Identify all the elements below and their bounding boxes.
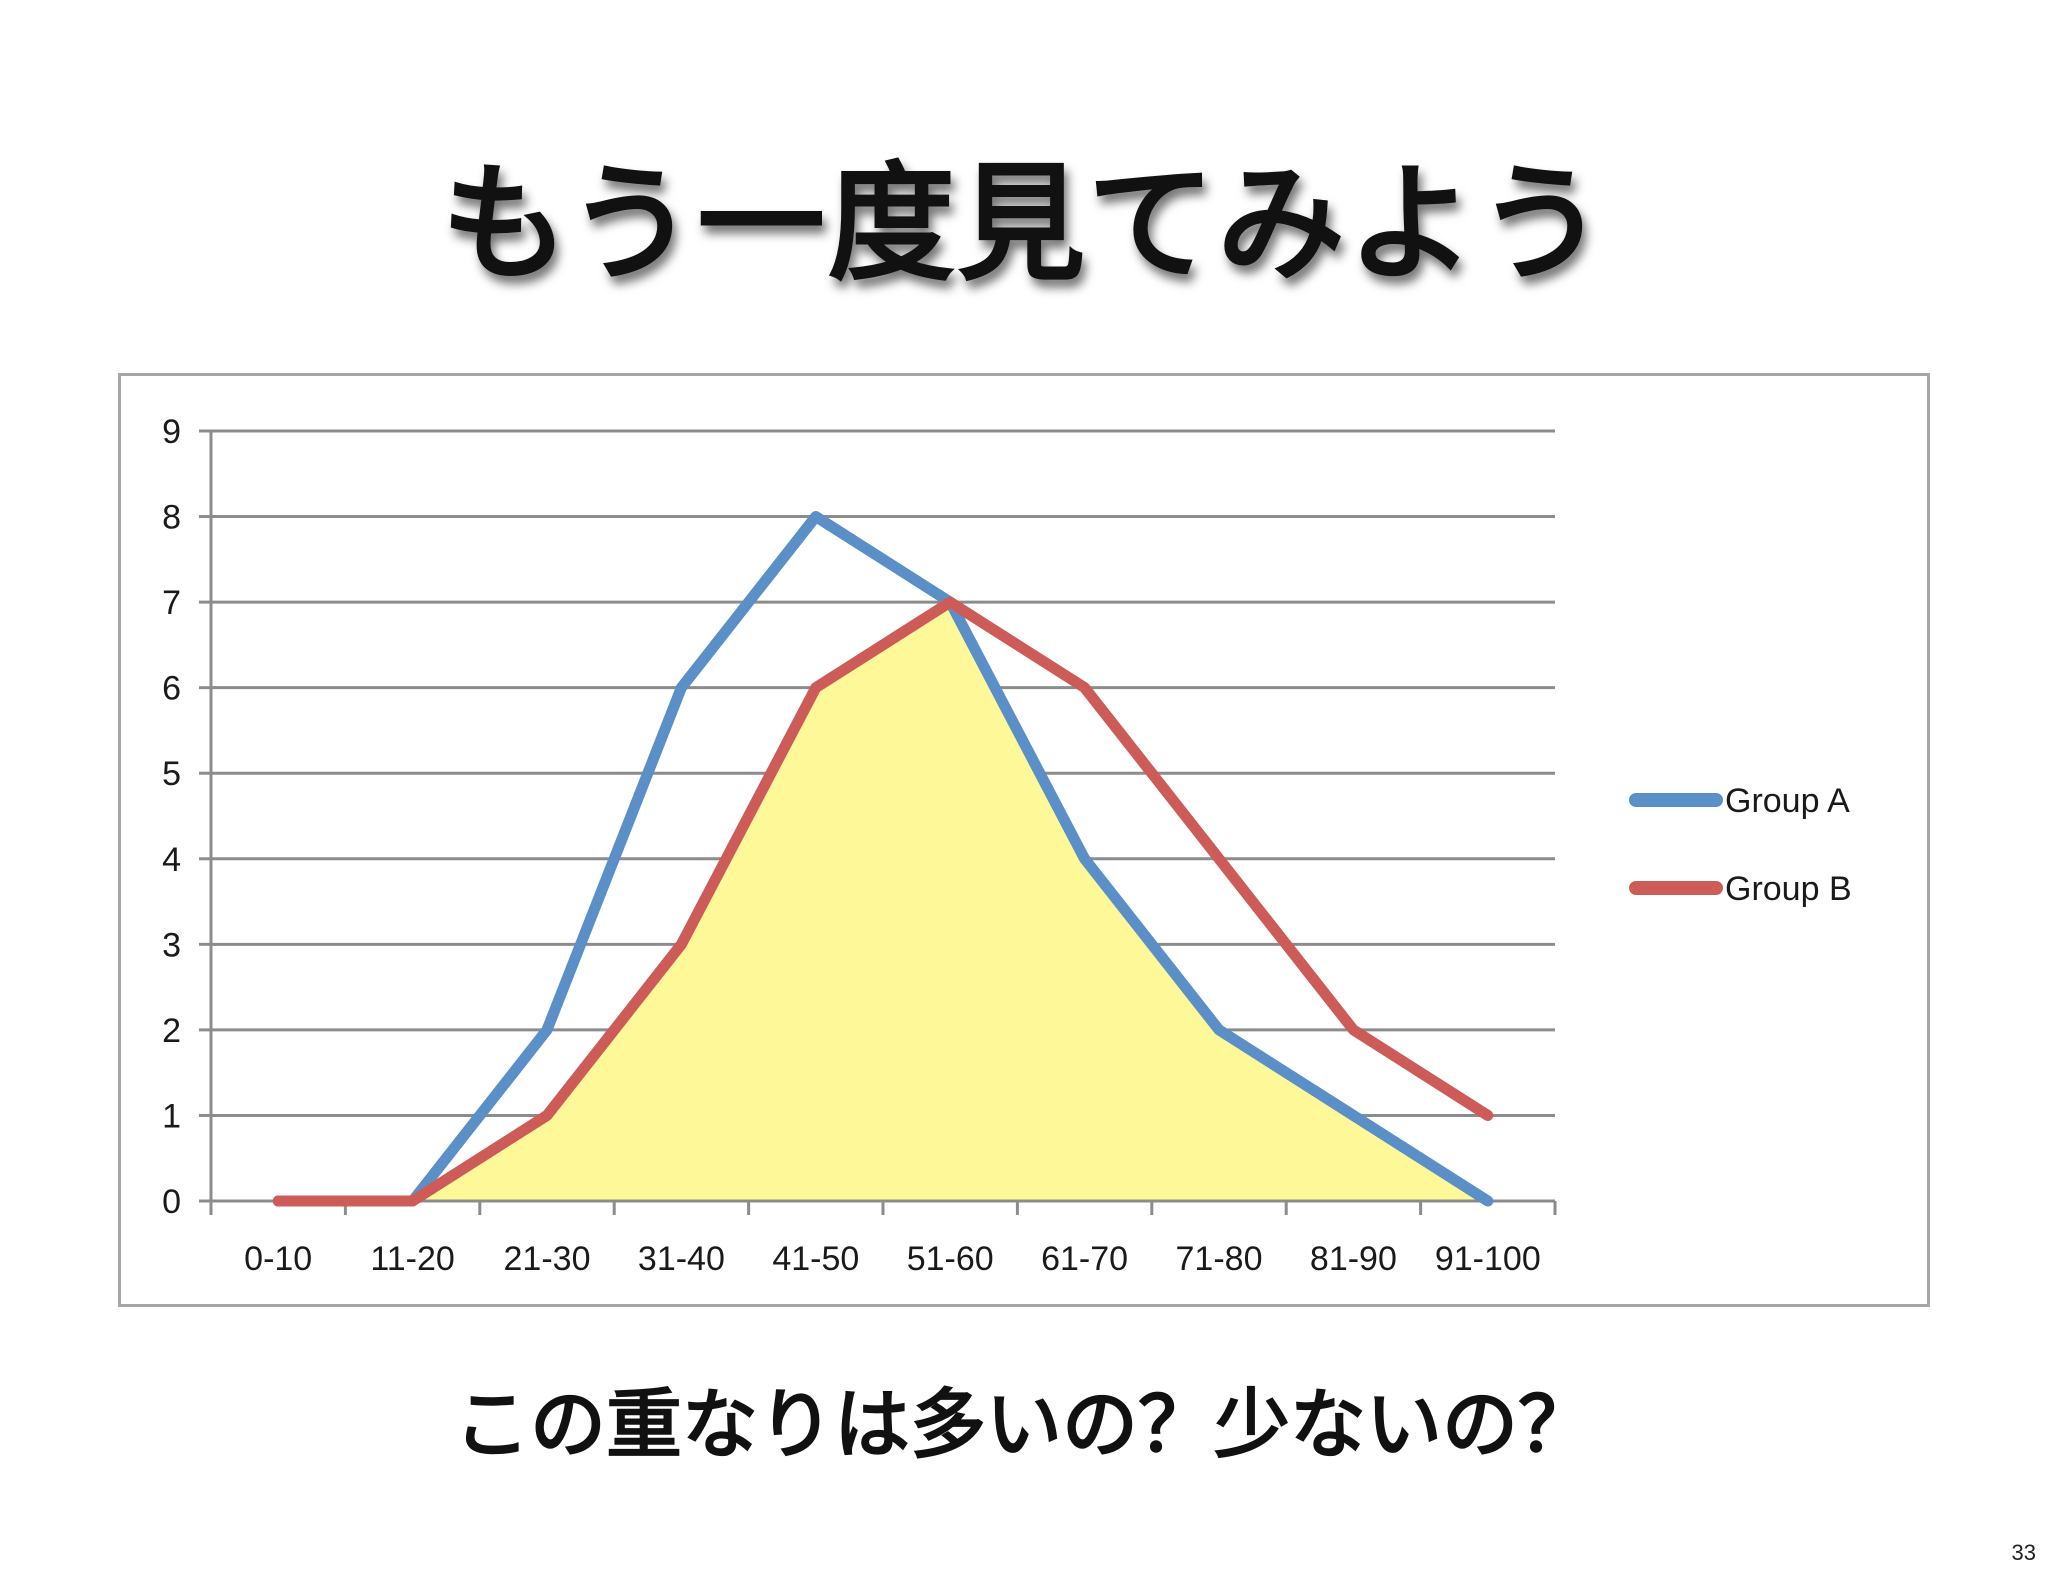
x-tick-label-6: 61-70	[1041, 1240, 1128, 1278]
overlap-fill	[278, 602, 1488, 1201]
line-chart: 0 1 2 3 4 5 6 7 8 9 0-10 11-20 21-30 31-40 41-50 51-60 6…	[162, 413, 1852, 1278]
x-tick-label-4: 41-50	[772, 1240, 859, 1278]
x-tick-label-5: 51-60	[907, 1240, 994, 1278]
x-tick-label-1: 11-20	[370, 1240, 454, 1278]
slide-title: もう一度見てみよう	[440, 150, 1608, 299]
x-tick-label-2: 21-30	[504, 1240, 591, 1278]
y-tick-label-5: 5	[162, 755, 181, 793]
legend-label-group-b: Group B	[1725, 870, 1852, 908]
x-tick-label-0: 0-10	[244, 1240, 312, 1278]
overlap-area	[278, 602, 1488, 1201]
y-tick-label-0: 0	[162, 1183, 181, 1221]
x-tick-label-7: 71-80	[1176, 1240, 1263, 1278]
series-line-group-a	[272, 511, 1494, 1207]
chart-frame: 0 1 2 3 4 5 6 7 8 9 0-10 11-20 21-30 31-40 41-50 51-60 6…	[118, 373, 1930, 1307]
x-tick-label-9: 91-100	[1435, 1240, 1541, 1278]
legend-label-group-a: Group A	[1725, 782, 1850, 820]
slide-subtitle: この重なりは多いの？少ないの？	[454, 1380, 1594, 1469]
y-tick-label-2: 2	[162, 1012, 181, 1050]
y-tick-label-6: 6	[162, 670, 181, 708]
page-number: 33	[2011, 1540, 2036, 1565]
y-tick-label-1: 1	[162, 1097, 181, 1135]
x-tick-label-8: 81-90	[1310, 1240, 1397, 1278]
axes	[199, 429, 1557, 1215]
y-tick-label-9: 9	[162, 413, 181, 451]
series-line-group-b	[272, 596, 1494, 1207]
y-tick-label-4: 4	[162, 841, 181, 879]
x-tick-label-3: 31-40	[638, 1240, 725, 1278]
axis-labels: 0 1 2 3 4 5 6 7 8 9 0-10 11-20 21-30 31-40 41-50 51-60 6…	[162, 413, 1541, 1278]
legend: Group A Group B	[1629, 782, 1852, 908]
y-tick-label-3: 3	[162, 926, 181, 964]
y-tick-label-7: 7	[162, 584, 181, 622]
y-tick-label-8: 8	[162, 499, 181, 537]
series-lines	[272, 511, 1494, 1207]
